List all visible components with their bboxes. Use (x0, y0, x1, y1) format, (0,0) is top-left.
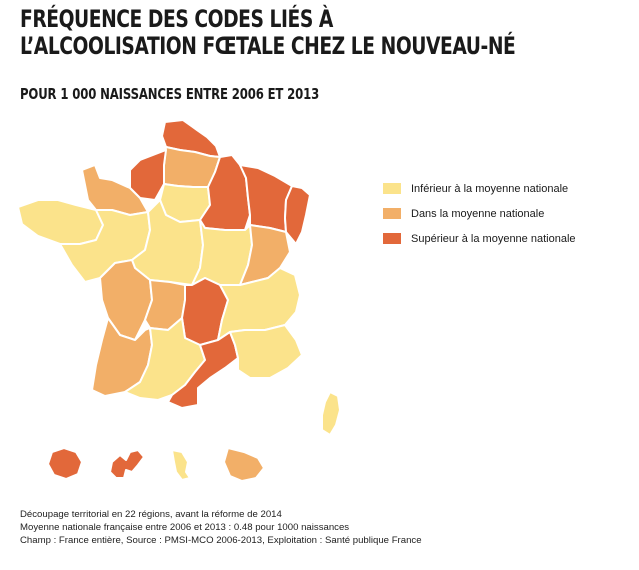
region-alsace (284, 185, 311, 245)
legend-label-dans: Dans la moyenne nationale (411, 207, 545, 220)
map-title: FRÉQUENCE DES CODES LIÉS À L’ALCOOLISATI… (20, 5, 516, 60)
footer-notes: Découpage territorial en 22 régions, ava… (20, 508, 422, 547)
legend-label-superieur: Supérieur à la moyenne nationale (411, 232, 576, 245)
region-martinique (171, 449, 191, 481)
legend-swatch-superieur (383, 233, 401, 244)
region-provence-alpes-cote-d-azur (229, 324, 303, 379)
map-subtitle: POUR 1 000 NAISSANCES ENTRE 2006 ET 2013 (20, 85, 320, 103)
region-haute-normandie (129, 149, 167, 201)
legend-swatch-dans (383, 208, 401, 219)
legend-item-superieur: Supérieur à la moyenne nationale (383, 226, 576, 251)
region-bretagne (17, 199, 104, 245)
title-line-2: L’ALCOOLISATION FŒTALE CHEZ LE NOUVEAU-N… (20, 32, 516, 60)
region-guadeloupe (109, 449, 145, 479)
legend-item-dans: Dans la moyenne nationale (383, 201, 576, 226)
region-corse (321, 391, 341, 436)
legend-swatch-inferieur (383, 183, 401, 194)
region-basse-normandie (81, 164, 149, 216)
footer-line-3: Champ : France entière, Source : PMSI-MC… (20, 535, 422, 546)
footer-line-2: Moyenne nationale française entre 2006 e… (20, 522, 350, 533)
region-rhone-alpes (217, 267, 301, 341)
region-la-reunion (47, 447, 83, 480)
legend: Inférieur à la moyenne nationale Dans la… (383, 176, 576, 251)
legend-label-inferieur: Inférieur à la moyenne nationale (411, 182, 569, 195)
title-line-1: FRÉQUENCE DES CODES LIÉS À (20, 5, 333, 33)
footer-line-1: Découpage territorial en 22 régions, ava… (20, 509, 282, 520)
region-guyane (223, 447, 265, 482)
legend-item-inferieur: Inférieur à la moyenne nationale (383, 176, 576, 201)
